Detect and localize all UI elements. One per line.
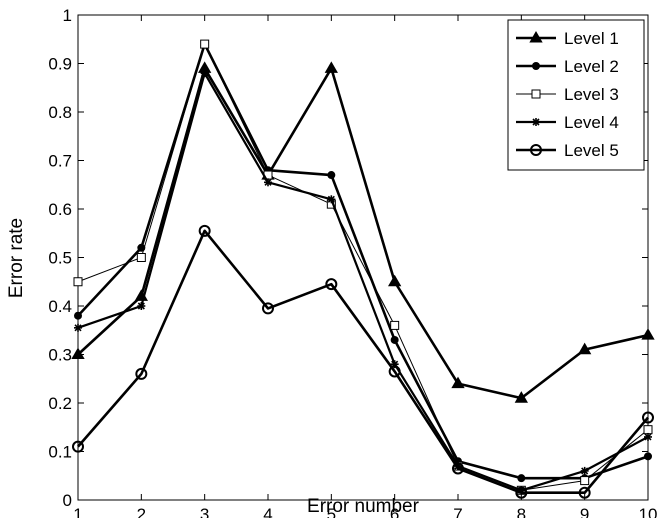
y-tick-label: 0.7 <box>48 152 72 171</box>
y-tick-label: 0.9 <box>48 55 72 74</box>
point-marker-square <box>200 39 210 49</box>
x-tick-label: 3 <box>200 505 209 518</box>
legend-item: Level 1 <box>516 29 619 48</box>
point-marker-star <box>264 178 272 187</box>
point-marker-triangle <box>641 328 655 340</box>
legend-label: Level 3 <box>564 85 619 104</box>
point-marker-star <box>580 466 589 475</box>
y-tick-label: 0.5 <box>48 249 72 268</box>
point-marker-circle <box>198 224 211 237</box>
point-marker-dot <box>390 335 399 344</box>
point-marker-dot <box>644 452 652 461</box>
point-marker-triangle <box>514 391 528 403</box>
y-tick-label: 0.2 <box>48 394 72 413</box>
series-line <box>77 72 649 492</box>
legend-label: Level 2 <box>564 57 619 76</box>
x-tick-label: 2 <box>137 505 146 518</box>
point-marker-circle <box>452 462 464 475</box>
y-tick-label: 0.1 <box>48 443 72 462</box>
point-marker-dot <box>532 62 540 70</box>
point-marker-star <box>200 69 209 78</box>
x-tick-label: 9 <box>580 505 589 518</box>
series-layer <box>71 39 655 499</box>
point-marker-triangle <box>529 31 543 43</box>
point-marker-circle <box>642 411 654 424</box>
point-marker-star <box>644 432 652 441</box>
point-marker-star <box>327 195 336 204</box>
y-tick-label: 1 <box>63 6 72 25</box>
point-marker-square <box>390 320 400 330</box>
legend-label: Level 4 <box>564 113 619 132</box>
point-marker-triangle <box>324 61 338 73</box>
point-marker-triangle <box>71 347 85 360</box>
axis-ticks: 1 2 3 4 5 6 7 8 9 10 0 0.1 0.2 0.3 0.4 0.5 0.6 0.7 0.8 0.9 1 <box>48 6 657 518</box>
x-tick-label: 6 <box>390 505 399 518</box>
point-marker-circle <box>530 144 542 156</box>
legend-item: Level 3 <box>516 85 619 104</box>
point-marker-triangle <box>578 342 592 355</box>
y-axis-title: Error rate <box>6 218 27 298</box>
point-marker-star <box>74 323 82 332</box>
legend-label: Level 1 <box>564 29 619 48</box>
series-line <box>77 42 649 480</box>
x-tick-label: 7 <box>453 505 462 518</box>
point-marker-square <box>643 425 653 435</box>
point-marker-dot <box>517 474 526 483</box>
point-marker-star <box>137 302 146 310</box>
series-line <box>77 43 649 491</box>
point-marker-square <box>73 277 83 287</box>
point-marker-triangle <box>198 61 212 73</box>
legend-box <box>507 19 645 171</box>
legend-item: Level 4 <box>516 113 619 132</box>
y-tick-label: 0.3 <box>48 346 72 365</box>
legend-item: Level 2 <box>516 57 619 76</box>
point-marker-square <box>136 253 146 262</box>
point-marker-circle <box>515 486 528 499</box>
legend: Level 1 Level 2 Level 3 Level 4 Level 5 <box>507 19 645 171</box>
point-marker-circle <box>262 302 274 315</box>
point-marker-square <box>580 476 590 486</box>
y-tick-label: 0.6 <box>48 200 72 219</box>
point-marker-triangle <box>388 274 402 287</box>
point-marker-square <box>531 89 541 99</box>
legend-label: Level 5 <box>564 141 619 160</box>
point-marker-dot <box>327 171 336 180</box>
point-marker-circle <box>135 367 148 380</box>
series-line <box>77 229 649 495</box>
point-marker-circle <box>72 440 84 453</box>
x-axis-title: Error number <box>307 496 420 517</box>
series-5 <box>72 224 654 499</box>
point-marker-triangle <box>451 376 465 389</box>
x-tick-label: 10 <box>639 505 658 518</box>
point-marker-dot <box>74 311 82 320</box>
x-tick-label: 4 <box>263 505 272 518</box>
x-tick-label: 8 <box>517 505 526 518</box>
y-tick-label: 0.8 <box>48 103 72 122</box>
point-marker-circle <box>388 365 401 378</box>
legend-item: Level 5 <box>516 141 619 160</box>
x-tick-label: 1 <box>73 505 82 518</box>
point-marker-star <box>532 118 540 126</box>
x-tick-label: 5 <box>327 505 336 518</box>
series-line <box>77 67 649 400</box>
point-marker-circle <box>325 278 338 291</box>
y-tick-label: 0.4 <box>48 297 72 316</box>
y-tick-label: 0 <box>63 491 72 510</box>
point-marker-circle <box>578 486 591 499</box>
